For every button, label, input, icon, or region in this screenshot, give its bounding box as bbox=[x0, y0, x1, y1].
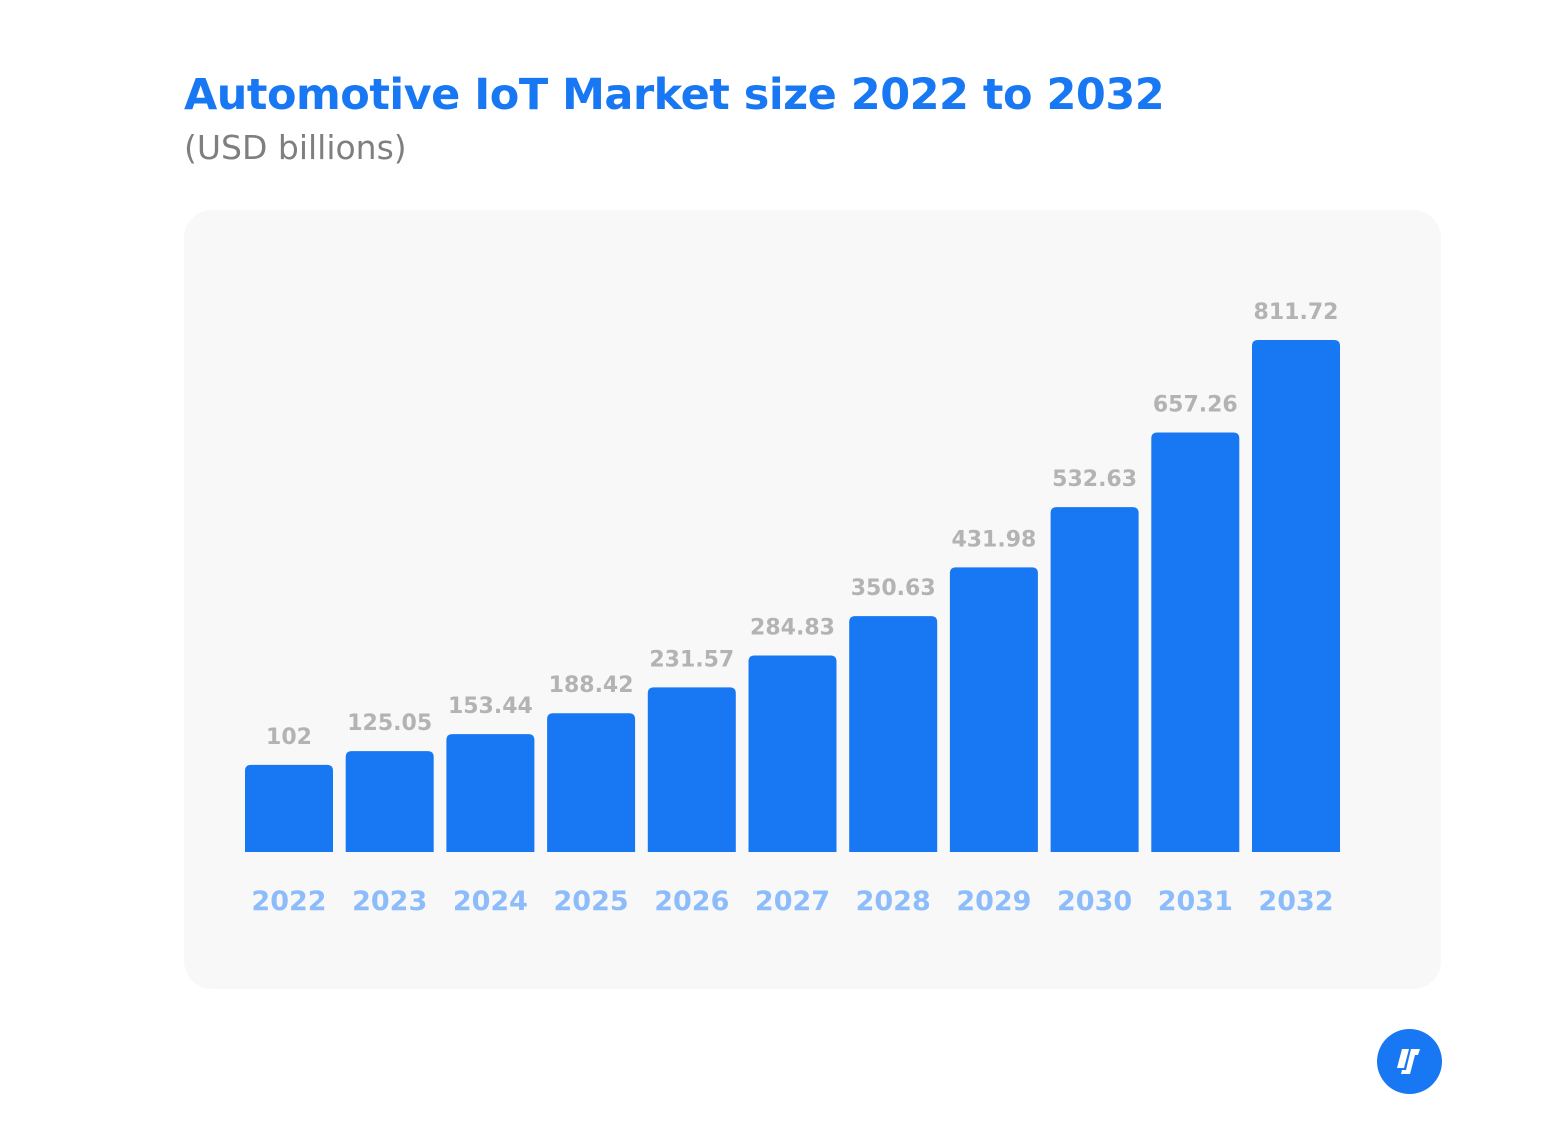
x-tick-label: 2022 bbox=[251, 886, 326, 917]
value-label: 284.83 bbox=[750, 615, 835, 640]
x-tick-label: 2028 bbox=[856, 886, 931, 917]
value-label: 188.42 bbox=[549, 673, 634, 698]
bar-2028 bbox=[849, 616, 938, 852]
x-tick-label: 2029 bbox=[956, 886, 1031, 917]
bar-2026 bbox=[647, 687, 736, 852]
bar-2025 bbox=[547, 713, 636, 852]
chart-title: Automotive IoT Market size 2022 to 2032 bbox=[184, 70, 1165, 120]
bar-2031 bbox=[1151, 432, 1240, 852]
value-label: 811.72 bbox=[1254, 300, 1339, 325]
x-tick-label: 2027 bbox=[755, 886, 830, 917]
bar-2030 bbox=[1050, 507, 1139, 852]
brand-logo-icon bbox=[1377, 1029, 1442, 1094]
value-label: 153.44 bbox=[448, 694, 533, 719]
value-label: 431.98 bbox=[951, 527, 1036, 552]
value-label: 125.05 bbox=[347, 711, 432, 736]
x-tick-label: 2024 bbox=[453, 886, 528, 917]
value-label: 532.63 bbox=[1052, 467, 1137, 492]
bar-2027 bbox=[748, 655, 837, 852]
bar-2023 bbox=[345, 751, 434, 852]
x-tick-label: 2031 bbox=[1158, 886, 1233, 917]
chart-subtitle: (USD billions) bbox=[184, 128, 407, 167]
value-label: 231.57 bbox=[649, 647, 734, 672]
bar-2024 bbox=[446, 734, 535, 852]
x-tick-label: 2023 bbox=[352, 886, 427, 917]
bar-2032 bbox=[1252, 340, 1340, 852]
x-tick-label: 2025 bbox=[554, 886, 629, 917]
value-label: 350.63 bbox=[851, 576, 936, 601]
bar-2022 bbox=[245, 764, 333, 852]
value-label: 657.26 bbox=[1153, 392, 1238, 417]
x-tick-label: 2032 bbox=[1258, 886, 1333, 917]
x-tick-label: 2026 bbox=[654, 886, 729, 917]
bar-2029 bbox=[949, 567, 1038, 852]
x-tick-label: 2030 bbox=[1057, 886, 1132, 917]
value-label: 102 bbox=[266, 725, 312, 750]
